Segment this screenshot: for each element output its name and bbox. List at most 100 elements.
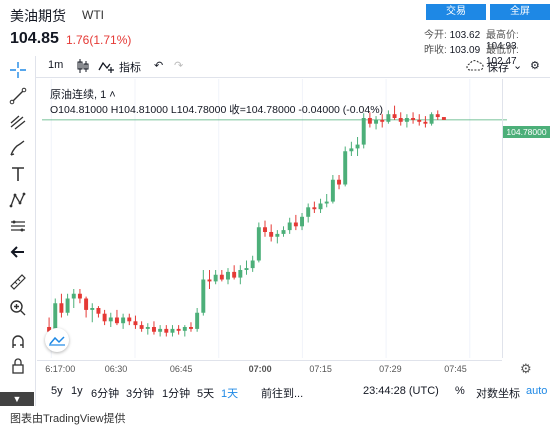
time-label: 6:17:00	[45, 364, 76, 374]
candle-body	[392, 114, 397, 118]
candle	[127, 313, 132, 326]
candle	[337, 175, 342, 190]
candle	[330, 175, 335, 204]
candle	[84, 296, 89, 318]
zoom-icon[interactable]	[8, 298, 28, 318]
candle	[404, 114, 409, 128]
pattern-tool-icon[interactable]	[8, 190, 28, 210]
candle	[77, 289, 82, 304]
auto-scale-toggle[interactable]: auto	[526, 385, 548, 397]
undo-icon[interactable]: ↶	[154, 60, 164, 72]
magnet-icon[interactable]	[8, 332, 28, 352]
redo-icon[interactable]: ↷	[174, 60, 184, 72]
candle-body	[232, 271, 237, 278]
candle-body	[176, 328, 181, 331]
candle-style-icon[interactable]	[76, 58, 90, 77]
legend-chevron-icon[interactable]: ˄	[109, 89, 116, 101]
candle	[71, 289, 76, 308]
chart-settings-icon[interactable]: ⚙	[530, 60, 540, 72]
candle-body	[71, 293, 76, 299]
brush-icon[interactable]	[8, 138, 28, 158]
back-arrow-icon[interactable]	[8, 242, 28, 262]
save-menu-chevron-icon[interactable]: ⌄	[513, 60, 523, 72]
candle	[244, 260, 249, 275]
interval-selector[interactable]: 1m	[48, 59, 64, 71]
prev-close-stat: 昨收: 103.09	[424, 45, 481, 56]
trend-line-icon[interactable]	[8, 86, 28, 106]
range-5d[interactable]: 5天	[197, 388, 215, 400]
candle-body	[145, 327, 150, 329]
candle	[411, 112, 416, 124]
high-stat: 最高价: 104.93	[486, 30, 519, 52]
candle	[121, 313, 126, 329]
chevron-down-icon[interactable]: ▼	[0, 392, 34, 406]
save-button[interactable]: 保存	[487, 62, 509, 74]
fib-tool-icon[interactable]	[8, 112, 28, 132]
candle	[96, 306, 101, 318]
prediction-tool-icon[interactable]	[8, 216, 28, 236]
candle-body	[411, 118, 416, 120]
indicators-button[interactable]: 指标	[119, 62, 141, 74]
candle-body	[312, 207, 317, 210]
text-tool-icon[interactable]	[8, 164, 28, 184]
candle-body	[244, 268, 249, 270]
attribution: 图表由TradingView提供	[10, 413, 126, 425]
candle-body	[343, 151, 348, 185]
candle	[189, 322, 193, 332]
utc-clock[interactable]: 23:44:28 (UTC)	[363, 385, 439, 397]
range-1d[interactable]: 1天	[221, 388, 239, 400]
candlestick-chart[interactable]	[37, 79, 512, 358]
candle	[361, 113, 366, 149]
range-6m[interactable]: 6分钟	[91, 388, 120, 400]
fullscreen-button[interactable]: 全屏	[490, 4, 550, 20]
candle	[201, 270, 206, 316]
goto-date-button[interactable]: 前往到...	[261, 388, 304, 400]
time-axis[interactable]: 6:17:00 06:30 06:45 07:00 07:15 07:29 07:45	[37, 360, 502, 376]
candle-body	[386, 114, 391, 122]
candle	[293, 214, 298, 231]
trade-button[interactable]: 交易	[426, 4, 486, 20]
candle-body	[127, 317, 132, 322]
quote-header: 美油期货 WTI 104.85 1.76(1.71%) 交易 全屏 今开: 10…	[0, 0, 550, 67]
candle	[429, 112, 434, 126]
range-5y[interactable]: 5y	[51, 385, 63, 397]
range-3m[interactable]: 3分钟	[126, 388, 155, 400]
candle-body	[164, 328, 169, 333]
candle	[151, 321, 156, 335]
candle	[263, 220, 267, 237]
series-name: 原油连续, 1	[50, 89, 107, 101]
candle-body	[158, 328, 163, 332]
price-change: 1.76(1.71%)	[66, 33, 132, 47]
candle	[182, 325, 187, 337]
gear-icon[interactable]: ⚙	[520, 361, 532, 376]
indicators-icon[interactable]	[98, 58, 114, 77]
candle-body	[256, 227, 261, 261]
range-1m[interactable]: 1分钟	[162, 388, 191, 400]
candle	[250, 255, 255, 272]
candle-body	[84, 298, 89, 310]
cloud-icon[interactable]	[45, 328, 69, 352]
candle	[300, 213, 304, 231]
price-axis[interactable]	[502, 79, 550, 358]
time-label: 07:29	[379, 364, 402, 374]
candle-body	[287, 222, 292, 231]
candle	[90, 303, 95, 323]
cloud-save-icon[interactable]	[466, 58, 484, 75]
candle	[164, 325, 169, 337]
candle-body	[133, 321, 138, 326]
candle-body	[238, 270, 243, 278]
candle-body	[398, 118, 403, 122]
candle-body	[96, 308, 101, 314]
lock-icon[interactable]	[8, 356, 28, 376]
crosshair-icon[interactable]	[8, 60, 28, 80]
range-1y[interactable]: 1y	[71, 385, 83, 397]
candle	[102, 309, 107, 326]
candle-body	[355, 144, 360, 149]
ruler-icon[interactable]	[8, 272, 28, 292]
percent-toggle[interactable]: %	[455, 385, 465, 397]
candle	[256, 222, 261, 263]
candle-body	[275, 233, 280, 237]
log-scale-toggle[interactable]: 对数坐标	[476, 388, 520, 400]
time-label: 07:45	[444, 364, 467, 374]
instrument-title: 美油期货	[10, 8, 66, 24]
